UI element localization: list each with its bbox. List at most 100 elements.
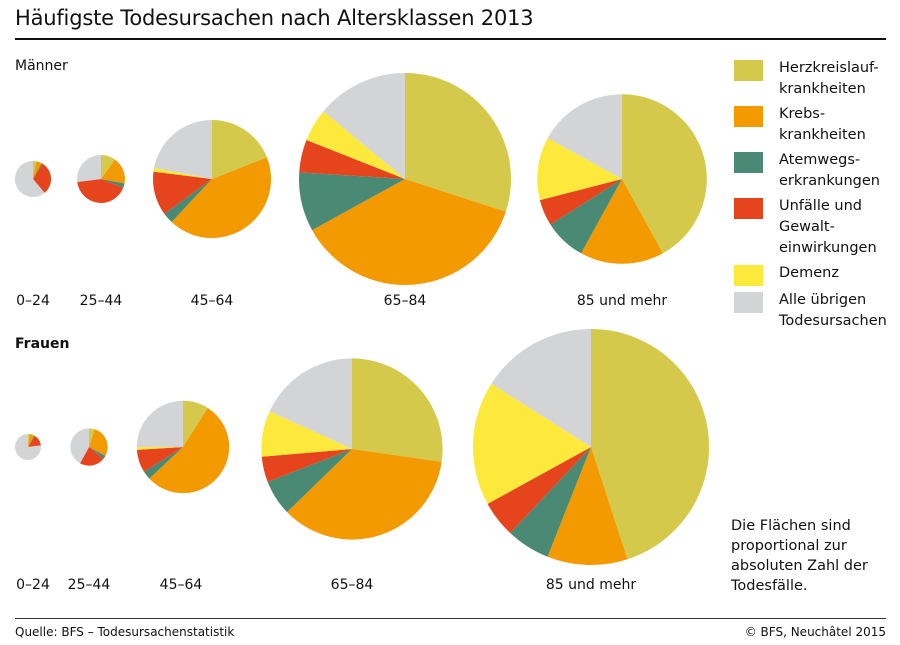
pie-slice: [171, 157, 272, 239]
pie-slice: [472, 383, 591, 504]
pie-slice: [101, 159, 125, 184]
group-label-maenner: Männer: [15, 58, 68, 74]
age-label: 85 und mehr: [545, 577, 637, 593]
pie-slice: [143, 447, 183, 479]
pie-frauen-0: [15, 434, 41, 460]
copyright-text: © BFS, Neuchâtel 2015: [744, 625, 886, 639]
age-label: 65–84: [330, 577, 374, 593]
pie-slice: [183, 400, 208, 447]
legend-swatch: [734, 265, 763, 286]
legend-item-herzkreislauf: Herzkreislauf- krankheiten: [734, 58, 900, 100]
pie-slice: [622, 94, 707, 254]
group-label-frauen: Frauen: [15, 336, 70, 352]
legend-label: Alle übrigen Todesursachen: [779, 292, 887, 329]
pie-slice: [136, 400, 183, 447]
pie-männer-4: [537, 94, 707, 264]
pie-slice: [89, 429, 108, 456]
pie-slice: [547, 447, 628, 566]
legend-swatch: [734, 198, 763, 219]
age-label: 0–24: [16, 293, 50, 309]
age-label: 85 und mehr: [576, 293, 668, 309]
pie-slice: [510, 447, 591, 557]
pie-slice: [33, 163, 52, 193]
chart-title: Häufigste Todesursachen nach Altersklass…: [15, 6, 534, 30]
pie-slice: [537, 138, 622, 201]
pie-slice: [149, 407, 230, 494]
pie-slice: [212, 119, 267, 179]
pie-männer-3: [299, 73, 511, 286]
pie-slice: [287, 449, 442, 540]
pie-slice: [33, 163, 43, 179]
pie-slice: [80, 447, 104, 466]
pie-slice: [312, 179, 506, 286]
pie-slice: [261, 411, 352, 457]
pie-slice: [89, 447, 106, 459]
pie-slice: [299, 172, 405, 231]
age-label: 0–24: [16, 577, 50, 593]
pie-frauen-4: [472, 328, 710, 566]
age-label: 45–64: [190, 293, 234, 309]
pie-frauen-2: [136, 400, 230, 494]
pie-männer-0: [14, 160, 52, 198]
pie-slice: [306, 111, 405, 179]
pie-slice: [581, 179, 663, 264]
legend-swatch: [734, 152, 763, 173]
pie-slice: [152, 171, 212, 214]
pie-slice: [267, 449, 352, 513]
footer-rule: [15, 618, 886, 619]
pie-slice: [136, 447, 183, 450]
age-label: 25–44: [67, 577, 111, 593]
pie-slice: [550, 179, 622, 254]
pie-slice: [89, 428, 95, 447]
pie-slice: [70, 428, 89, 464]
legend-swatch: [734, 292, 763, 313]
source-text: Quelle: BFS – Todesursachenstatistik: [15, 625, 235, 639]
pie-slice: [77, 179, 124, 203]
pie-slice: [28, 436, 41, 447]
legend-item-demenz: Demenz: [734, 263, 900, 286]
legend-item-atemwegs: Atemwegs- erkrankungen: [734, 150, 900, 192]
legend-label: Krebs- krankheiten: [779, 106, 866, 143]
pie-slice: [491, 328, 591, 447]
pie-slice: [33, 161, 42, 179]
age-label: 45–64: [159, 577, 203, 593]
pie-slice: [28, 434, 35, 447]
age-label: 65–84: [383, 293, 427, 309]
legend-item-unfaelle: Unfälle und Gewalt- einwirkungen: [734, 196, 900, 259]
legend-label: Herzkreislauf- krankheiten: [779, 60, 879, 97]
pie-slice: [14, 160, 45, 198]
pie-slice: [101, 179, 125, 188]
title-rule: [15, 38, 886, 40]
pie-slice: [323, 73, 405, 179]
legend: Herzkreislauf- krankheiten Krebs- krankh…: [734, 58, 900, 336]
pie-slice: [154, 119, 212, 179]
age-label: 25–44: [79, 293, 123, 309]
pie-slice: [261, 449, 352, 482]
legend-label: Demenz: [779, 265, 839, 281]
pie-slice: [539, 179, 622, 225]
legend-swatch: [734, 106, 763, 127]
pie-slice: [352, 358, 443, 462]
area-note: Die Flächen sind proportional zur absolu…: [731, 518, 868, 594]
pie-slice: [591, 328, 710, 560]
pie-slice: [153, 167, 212, 179]
legend-label: Unfälle und Gewalt- einwirkungen: [779, 198, 877, 256]
pie-slice: [101, 155, 116, 179]
pie-slice: [299, 139, 405, 179]
legend-label: Atemwegs- erkrankungen: [779, 152, 880, 189]
pie-slice: [15, 434, 41, 460]
legend-item-uebrige: Alle übrigen Todesursachen: [734, 290, 900, 332]
legend-swatch: [734, 60, 763, 81]
pie-männer-2: [152, 119, 272, 239]
pie-slice: [136, 447, 183, 472]
pie-männer-1: [77, 155, 125, 203]
pie-slice: [77, 155, 101, 182]
pie-slice: [164, 179, 212, 223]
pie-slice: [269, 358, 352, 449]
pie-slice: [487, 447, 591, 534]
pie-slice: [33, 160, 37, 179]
legend-item-krebs: Krebs- krankheiten: [734, 104, 900, 146]
pie-slice: [405, 73, 511, 212]
pie-frauen-3: [261, 358, 443, 540]
